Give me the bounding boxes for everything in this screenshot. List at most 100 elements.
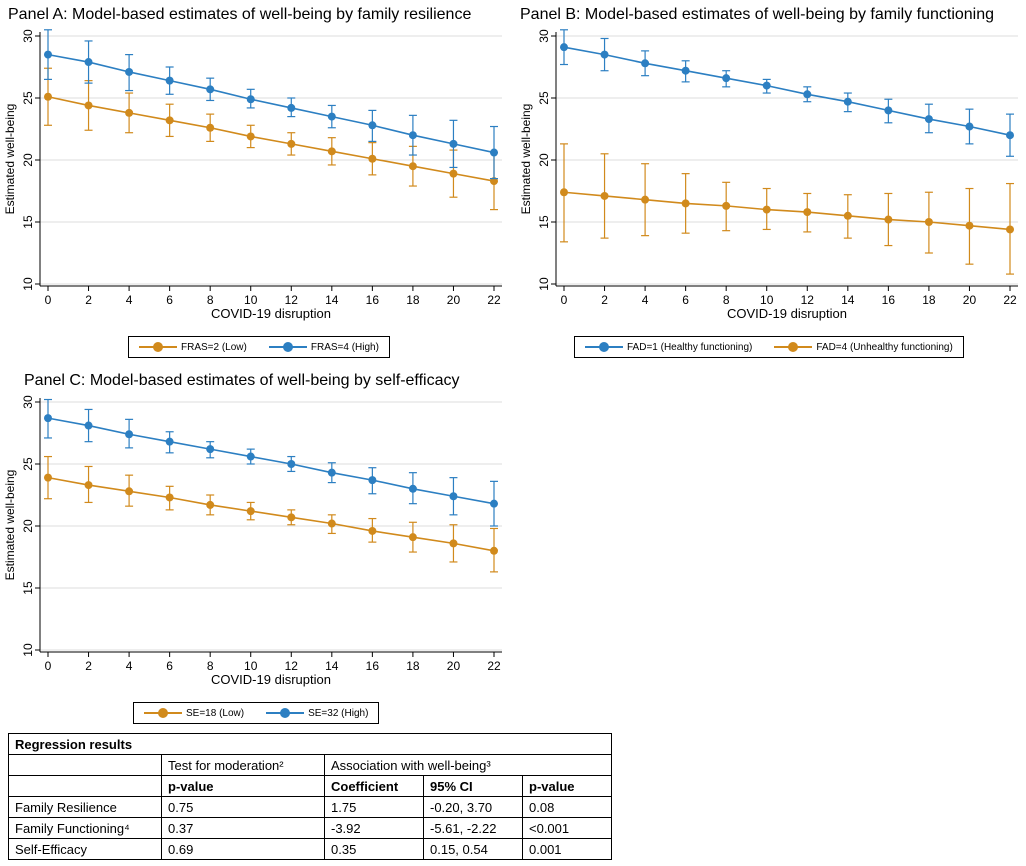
data-point [206,445,215,454]
table-column-header: p-value [522,775,612,797]
data-point [84,101,93,110]
series-line [47,53,495,154]
x-tick-label: 8 [207,293,214,307]
legend-item: FRAS=4 (High) [268,341,379,353]
data-point [924,218,933,226]
x-tick-label: 4 [126,659,133,673]
data-point [287,460,296,468]
x-tick-label: 22 [487,293,501,307]
panel-b-title: Panel B: Model-based estimates of well-b… [520,6,995,23]
table-cell: -0.20, 3.70 [423,796,523,818]
y-tick-label: 20 [537,153,551,167]
data-point [125,67,134,76]
x-tick-label: 10 [244,293,258,307]
x-tick-label: 22 [1003,293,1017,307]
legend-label: SE=32 (High) [308,707,369,719]
data-point [368,526,377,535]
data-point [722,201,731,210]
x-tick-label: 6 [166,293,173,307]
data-point [368,154,377,163]
data-point [125,430,134,439]
y-tick-label: 25 [21,91,35,105]
data-point [206,500,215,509]
table-cell: 1.75 [324,796,424,818]
legend-label: FAD=1 (Healthy functioning) [627,341,753,353]
table-column-header: 95% CI [423,775,523,797]
table-group-header: Association with well-being³ [324,754,612,776]
data-point [449,492,458,501]
table-title-row: Regression results [8,733,612,755]
table-group-header-row: Test for moderation² Association with we… [8,754,612,776]
panel-c-title: Panel C: Model-based estimates of well-b… [24,372,460,389]
data-point [408,533,417,542]
data-point [44,473,52,482]
y-tick-label: 30 [537,29,551,43]
y-tick-label: 10 [21,643,35,657]
data-point [1006,225,1014,234]
data-point [44,414,52,423]
x-axis-label: COVID-19 disruption [727,306,847,321]
table-cell: 0.37 [161,817,325,839]
x-tick-label: 10 [760,293,774,307]
series-line [47,417,495,505]
legend-label: SE=18 (Low) [186,707,245,719]
data-point [246,132,255,141]
legend-swatch-low [144,708,182,718]
x-tick-label: 20 [963,293,977,307]
table-cell: 0.08 [522,796,612,818]
row-label: Family Functioning⁴ [8,817,162,839]
data-point [84,421,93,430]
y-tick-label: 30 [21,395,35,409]
legend-item: FAD=4 (Unhealthy functioning) [774,341,953,353]
table-column-header: Coefficient [324,775,424,797]
legend-item: SE=32 (High) [266,708,368,719]
panel-b-chart: 10 15 20 25 30 0 2 4 6 8 10 12 14 16 18 20 22 COVID-19 di… [519,29,1018,321]
y-tick-label: 15 [21,215,35,229]
data-point [327,112,336,121]
x-tick-label: 14 [325,659,339,673]
table-cell: 0.69 [161,838,325,860]
x-tick-label: 8 [207,659,214,673]
data-point [843,211,852,220]
table-row: Self-Efficacy 0.69 0.35 0.15, 0.54 0.001 [8,838,612,860]
data-point [681,66,690,75]
x-tick-label: 14 [325,293,339,307]
panel-a-chart: 10 15 20 25 30 0 2 4 6 8 10 12 14 16 18 20 22 COVID-19 di… [3,29,502,321]
data-point [327,468,336,477]
y-tick-label: 25 [537,91,551,105]
data-point [246,452,255,461]
data-point [803,90,812,99]
data-point [449,139,458,148]
x-tick-label: 6 [682,293,689,307]
legend-item: FAD=1 (Healthy functioning) [585,342,752,353]
panel-a: Panel A: Model-based estimates of well-b… [0,0,510,365]
legend-label: FAD=4 (Unhealthy functioning) [816,341,953,353]
panel-c-legend: SE=18 (Low) SE=32 (High) [133,702,380,724]
data-point [490,546,498,555]
data-point [803,208,812,217]
panel-b: Panel B: Model-based estimates of well-b… [516,0,1026,365]
data-point [600,50,609,59]
panel-a-title: Panel A: Model-based estimates of well-b… [8,6,472,23]
series-line [47,95,495,182]
x-tick-label: 16 [882,293,896,307]
legend-label: FRAS=4 (High) [310,341,379,353]
data-point [287,103,296,112]
data-point [206,85,215,94]
x-tick-label: 2 [85,659,92,673]
x-tick-label: 20 [447,659,461,673]
legend-swatch-high [585,342,623,352]
table-cell: 0.35 [324,838,424,860]
data-point [287,513,296,522]
data-point [327,519,336,528]
series-line [47,476,495,552]
data-point [408,484,417,493]
table-cell: -3.92 [324,817,424,839]
data-point [762,205,771,214]
data-point [84,58,93,67]
x-tick-label: 20 [447,293,461,307]
data-point [44,50,52,59]
table-title: Regression results [8,733,612,755]
y-axis-label: Estimated well-being [3,470,17,581]
x-tick-label: 14 [841,293,855,307]
